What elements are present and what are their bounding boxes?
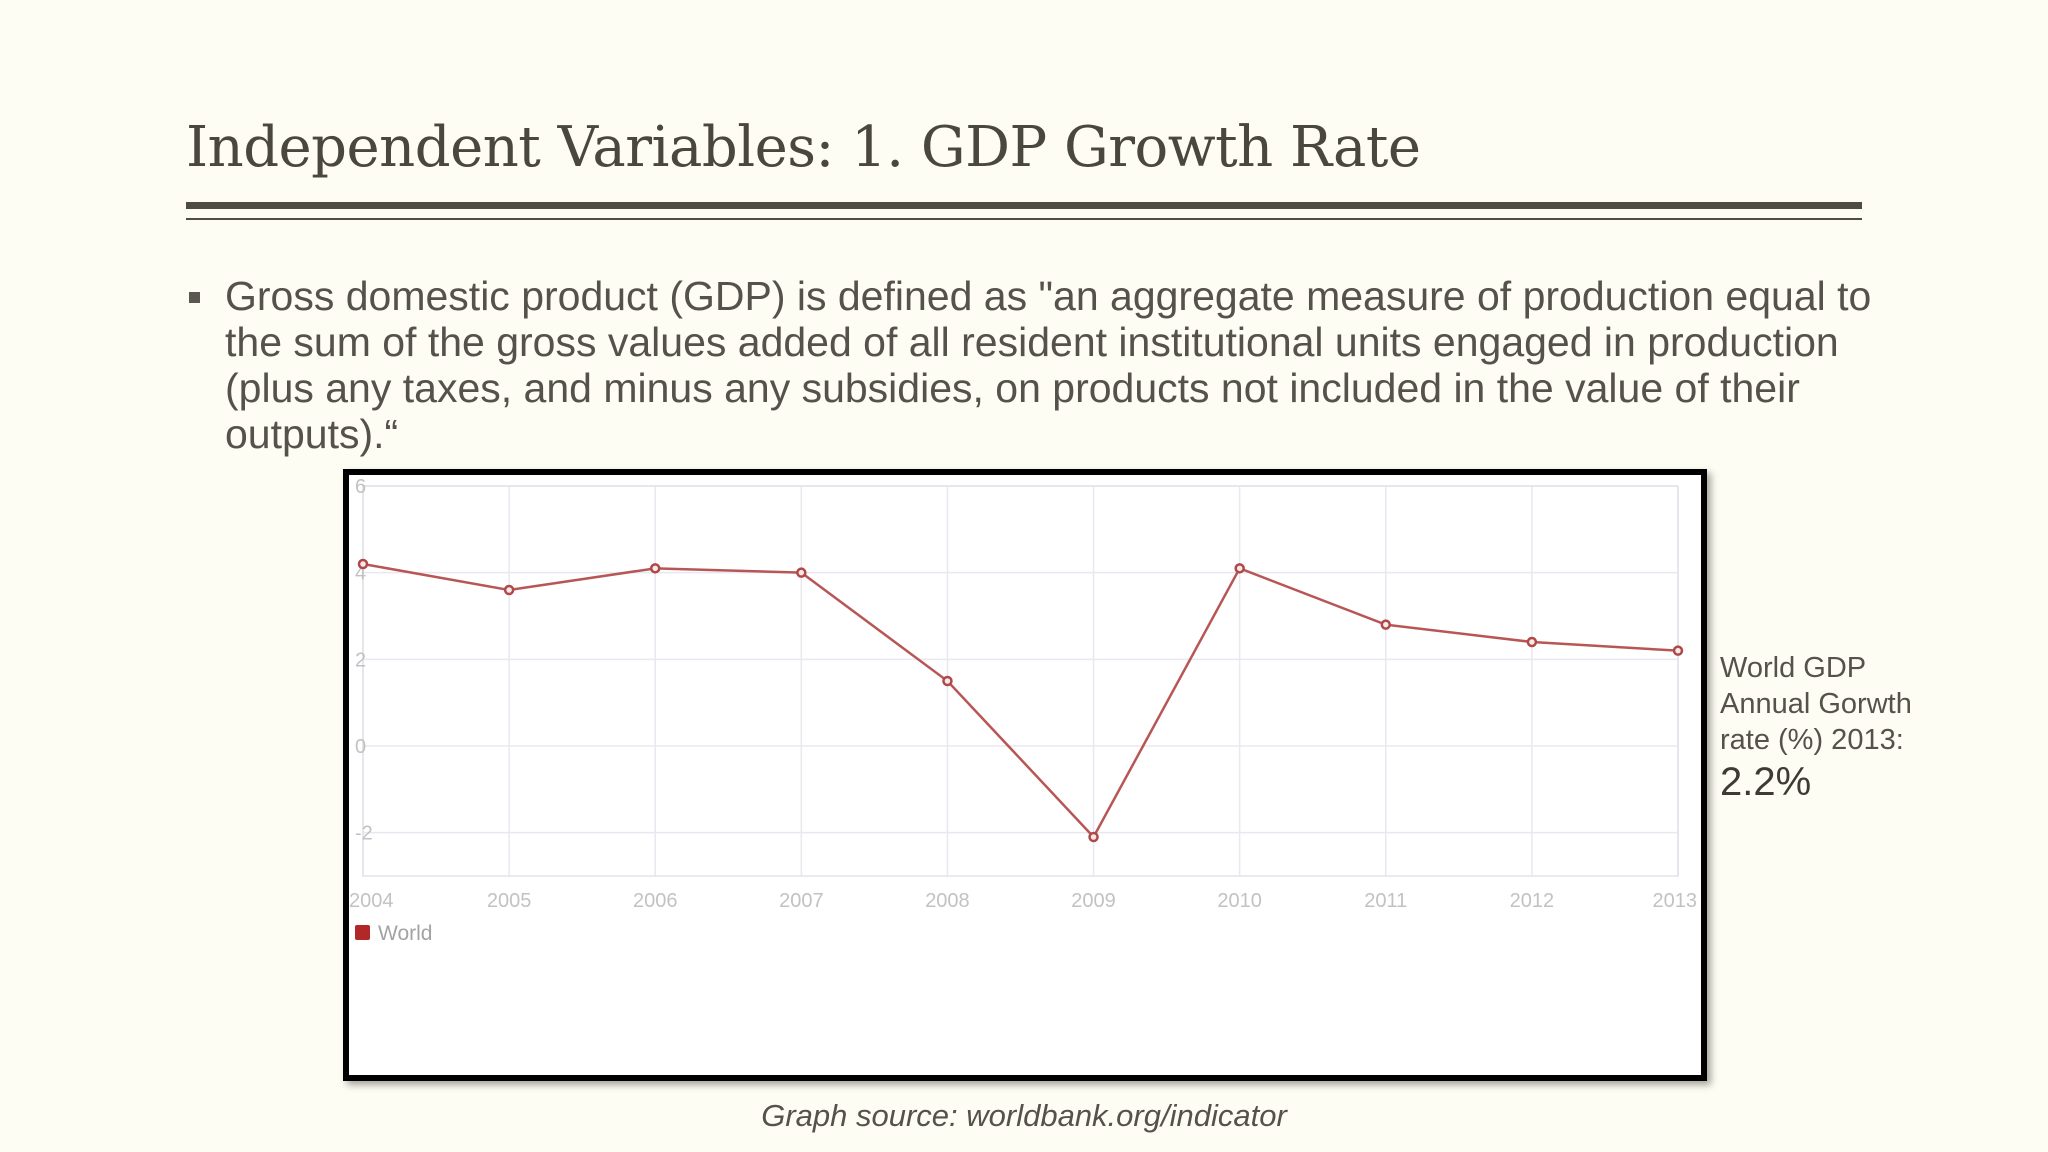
gdp-chart-frame: -2 0 2 4 6 2004 2005 2006 2007 2008 2009 2010 2011 20… <box>343 469 1707 1081</box>
side-note-value: 2.2% <box>1720 760 1812 804</box>
y-tick-label: 2 <box>355 649 366 671</box>
data-point <box>1526 636 1538 648</box>
data-point <box>1380 619 1392 630</box>
graph-source-caption: Graph source: worldbank.org/indicator <box>761 1098 1287 1133</box>
slide-title: Independent Variables: 1. GDP Growth Rat… <box>186 115 1421 180</box>
side-note: World GDP Annual Gorwth rate (%) 2013: 2… <box>1720 650 2030 806</box>
x-tick-label: 2008 <box>925 890 970 912</box>
series-line-world <box>362 562 1679 840</box>
y-tick-label: 6 <box>355 476 366 498</box>
data-point <box>503 584 515 596</box>
y-tick-label: 0 <box>355 736 366 758</box>
data-point <box>357 558 369 570</box>
x-tick-label: 2013 <box>1653 890 1698 912</box>
data-point <box>649 563 661 574</box>
plot-area-border <box>362 485 1679 877</box>
data-point <box>796 567 807 578</box>
legend-label-world: World <box>378 922 432 945</box>
gdp-definition-text: Gross domestic product (GDP) is defined … <box>225 273 1872 457</box>
x-tick-label: 2009 <box>1071 890 1116 912</box>
title-rule-thin <box>186 218 1862 220</box>
gdp-growth-chart: -2 0 2 4 6 2004 2005 2006 2007 2008 2009 2010 2011 20… <box>349 476 1697 945</box>
data-point <box>1672 645 1684 656</box>
x-tick-label: 2006 <box>633 890 678 912</box>
y-tick-label: 4 <box>355 563 366 585</box>
y-tick-label: -2 <box>355 823 373 845</box>
data-point <box>942 675 953 687</box>
x-tick-label: 2010 <box>1217 890 1262 912</box>
title-rule-thick <box>186 202 1862 209</box>
x-tick-label: 2012 <box>1510 890 1555 912</box>
bullet-square-icon <box>189 292 200 303</box>
x-tick-label: 2005 <box>487 890 531 912</box>
data-point <box>1234 563 1245 574</box>
x-tick-label: 2004 <box>349 890 394 912</box>
legend-swatch <box>355 925 370 940</box>
data-point <box>1088 831 1099 843</box>
side-note-text: World GDP Annual Gorwth rate (%) 2013: <box>1720 652 1912 756</box>
x-tick-label: 2011 <box>1364 890 1407 912</box>
chart-legend: World <box>355 922 432 945</box>
chart-axis-labels: -2 0 2 4 6 2004 2005 2006 2007 2008 2009 2010 2011 20… <box>349 476 1697 912</box>
chart-grid <box>362 485 1679 877</box>
chart-series <box>357 558 1684 843</box>
x-tick-label: 2007 <box>779 890 824 912</box>
